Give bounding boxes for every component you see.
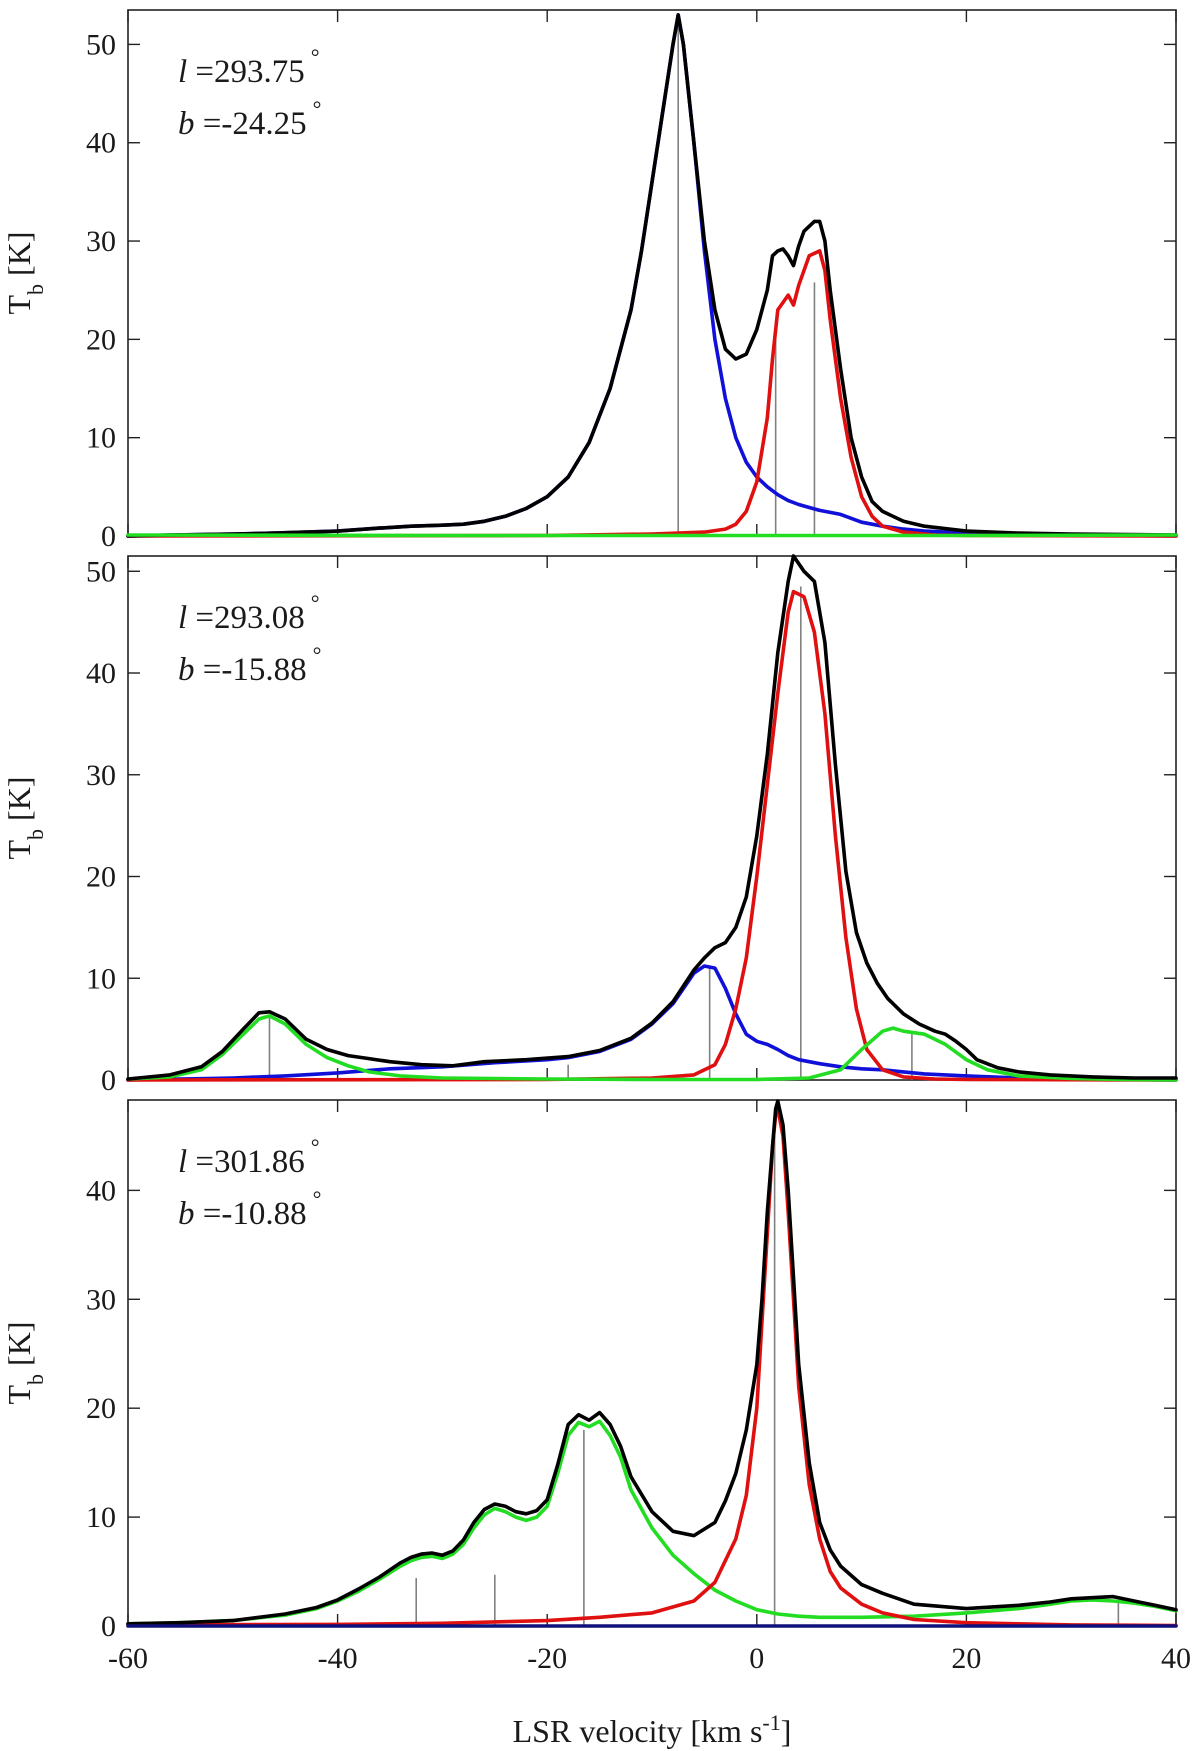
coord-eq: = [187,1144,214,1180]
x-tick-label: -60 [108,1642,148,1675]
degree-sign: ° [313,96,322,121]
y-tick-label: 10 [86,1501,116,1534]
spectrum-line [126,1014,1178,1082]
y-tick-label: 20 [86,323,116,356]
coord-l-label: l =293.08 ° [178,590,320,636]
y-tick-label: 10 [86,422,116,455]
coord-b-value: -15.88 [221,652,306,688]
spectrum-line [126,249,1178,538]
spectrum-line [126,1419,1178,1626]
y-axis-title-main: T [1,1384,37,1404]
y-axis-title: Tb [K] [1,232,48,315]
spectrum-line [126,13,1178,538]
y-axis-title-main: T [1,839,37,859]
y-tick-label: 30 [86,1283,116,1316]
y-axis-title-sub: b [23,829,48,840]
coord-b-label: b =-24.25 ° [178,96,321,142]
x-tick-label: -20 [527,1642,567,1675]
y-tick-label: 20 [86,1392,116,1425]
degree-sign: ° [313,642,322,667]
y-tick-label: 40 [86,127,116,160]
coord-b-prefix: b [178,106,195,142]
coord-b-label: b =-15.88 ° [178,642,321,688]
x-tick-label: -40 [318,1642,358,1675]
x-tick-label: 40 [1161,1642,1191,1675]
y-tick-label: 0 [101,1610,116,1643]
coord-b-label: b =-10.88 ° [178,1186,321,1232]
x-axis-title-end: ] [781,1713,792,1749]
degree-sign: ° [311,1134,320,1159]
coord-l-prefix: l [178,54,187,90]
degree-sign: ° [311,590,320,615]
y-axis-title: Tb [K] [1,1322,48,1405]
coord-eq: = [195,1196,222,1232]
coord-l-value: 293.08 [214,600,305,636]
y-tick-label: 20 [86,861,116,894]
spectrum-line [126,533,1178,538]
y-axis-title-unit: [K] [1,1322,37,1374]
x-tick-label: 0 [749,1642,764,1675]
y-axis-title: Tb [K] [1,777,48,860]
x-axis-title-sup: -1 [762,1710,780,1735]
coord-eq: = [195,652,222,688]
x-axis-title-main: LSR velocity [km s [513,1713,763,1749]
y-axis-title-unit: [K] [1,777,37,829]
coord-l-prefix: l [178,1144,187,1180]
y-tick-label: 30 [86,225,116,258]
coord-l-value: 293.75 [214,54,305,90]
coord-eq: = [187,600,214,636]
spectrum-line [126,1099,1178,1626]
degree-sign: ° [313,1186,322,1211]
y-tick-label: 30 [86,759,116,792]
y-tick-label: 50 [86,555,116,588]
degree-sign: ° [311,44,320,69]
y-axis-title-unit: [K] [1,232,37,284]
y-tick-label: 0 [101,520,116,553]
coord-b-value: -10.88 [221,1196,306,1232]
spectrum-line [126,13,1178,538]
x-axis-title: LSR velocity [km s-1] [513,1710,792,1750]
coord-l-prefix: l [178,600,187,636]
coord-l-label: l =293.75 ° [178,44,320,90]
x-tick-label: 20 [951,1642,981,1675]
y-tick-label: 50 [86,28,116,61]
y-axis-title-sub: b [23,284,48,295]
y-tick-label: 0 [101,1064,116,1097]
spectrum-line [126,589,1178,1082]
y-tick-label: 40 [86,657,116,690]
coord-b-value: -24.25 [221,106,306,142]
coord-eq: = [187,54,214,90]
coord-b-prefix: b [178,652,195,688]
coord-l-value: 301.86 [214,1144,305,1180]
y-axis-title-main: T [1,294,37,314]
coord-l-label: l =301.86 ° [178,1134,320,1180]
spectrum-line [126,554,1178,1081]
y-tick-label: 10 [86,962,116,995]
spectrum-line [126,1106,1178,1628]
y-axis-title-sub: b [23,1374,48,1385]
y-tick-label: 40 [86,1174,116,1207]
coord-eq: = [195,106,222,142]
coord-b-prefix: b [178,1196,195,1232]
